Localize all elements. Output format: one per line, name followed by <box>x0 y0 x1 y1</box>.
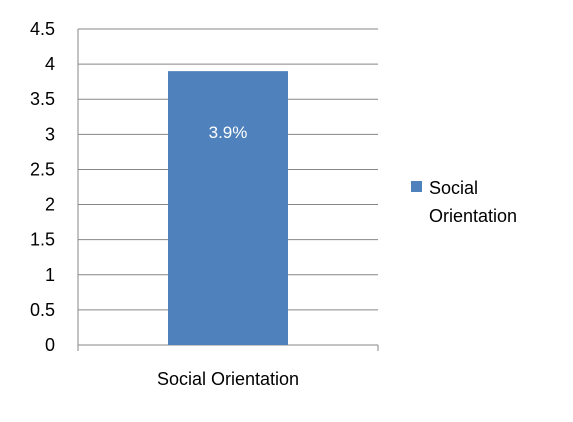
y-tick-label: 1.5 <box>30 230 55 250</box>
bars <box>168 71 288 345</box>
y-tick-label: 3.5 <box>30 89 55 109</box>
legend-label: Orientation <box>429 206 517 226</box>
legend: Social Orientation <box>411 178 517 226</box>
legend-swatch <box>411 181 422 192</box>
bar <box>168 71 288 345</box>
labels: 0 0.5 1 1.5 2 2.5 3 3.5 4 4.5 3.9% Social Orientati… <box>30 19 299 389</box>
bar-data-label: 3.9% <box>209 123 248 142</box>
y-tick-label: 0.5 <box>30 300 55 320</box>
y-tick-label: 0 <box>45 335 55 355</box>
y-tick-label: 2 <box>45 195 55 215</box>
y-tick-label: 4 <box>45 54 55 74</box>
x-category-label: Social Orientation <box>157 369 299 389</box>
y-tick-label: 4.5 <box>30 19 55 39</box>
y-tick-label: 1 <box>45 265 55 285</box>
y-tick-label: 3 <box>45 124 55 144</box>
legend-label: Social <box>429 178 478 198</box>
y-tick-label: 2.5 <box>30 159 55 179</box>
